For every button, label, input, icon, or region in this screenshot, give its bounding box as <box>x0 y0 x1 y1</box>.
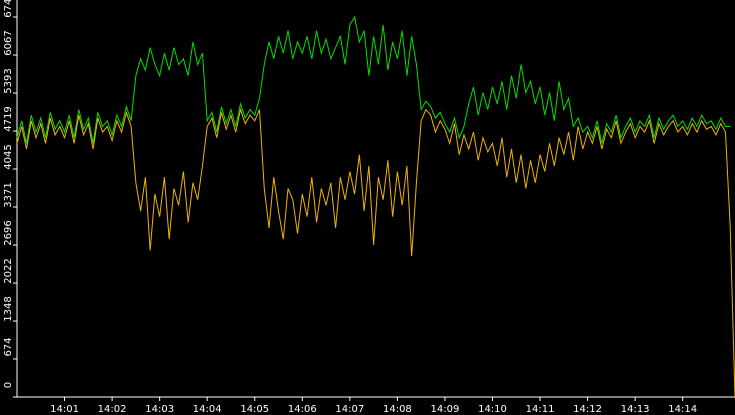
x-tick-label: 14:07 <box>335 404 364 415</box>
x-tick-label: 14:04 <box>193 404 222 415</box>
y-tick-label: 3371 <box>3 182 14 207</box>
x-tick-label: 14:14 <box>668 404 697 415</box>
y-tick-label: 6742 <box>3 0 14 18</box>
y-tick-label: 2696 <box>3 220 14 245</box>
x-tick-label: 14:06 <box>288 404 317 415</box>
x-tick-label: 14:13 <box>621 404 650 415</box>
y-tick-label: 5393 <box>3 68 14 93</box>
x-tick-label: 14:01 <box>50 404 79 415</box>
x-tick-label: 14:03 <box>145 404 174 415</box>
x-tick-label: 14:05 <box>240 404 269 415</box>
x-tick-label: 14:08 <box>383 404 412 415</box>
series-line <box>16 15 731 144</box>
x-tick-label: 14:10 <box>478 404 507 415</box>
y-tick-label: 4045 <box>3 144 14 169</box>
series-line <box>16 107 735 398</box>
y-tick-label: 2022 <box>3 258 14 283</box>
x-tick-label: 14:09 <box>431 404 460 415</box>
y-tick-label: 1348 <box>3 296 14 321</box>
x-tick-label: 14:11 <box>526 404 555 415</box>
y-tick-label: 6067 <box>3 30 14 55</box>
y-tick-label: 674 <box>3 337 14 356</box>
y-tick-label: 0 <box>3 382 14 388</box>
y-tick-label: 4719 <box>3 106 14 131</box>
x-tick-label: 14:12 <box>573 404 602 415</box>
x-tick-label: 14:02 <box>98 404 127 415</box>
